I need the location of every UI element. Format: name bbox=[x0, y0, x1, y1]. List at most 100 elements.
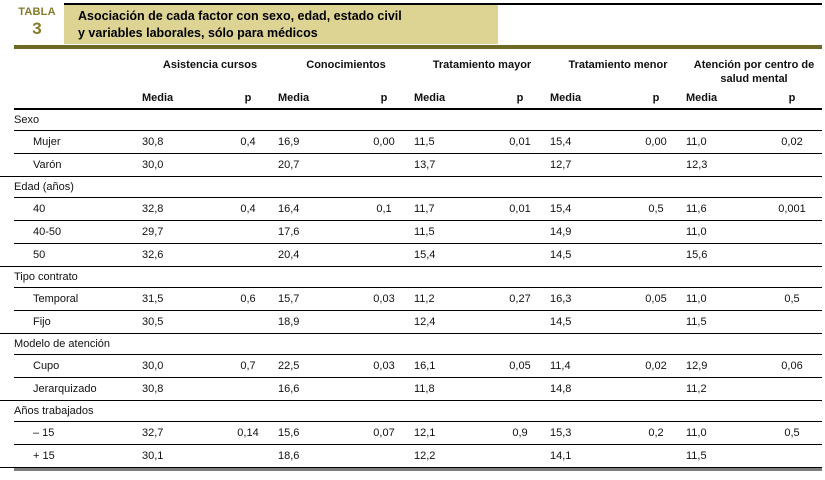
media-column-header: Media bbox=[278, 92, 310, 104]
table-title-line1: Asociación de cada factor con sexo, edad… bbox=[78, 9, 402, 24]
stats-table: Asistencia cursos Conocimientos Tratamient… bbox=[0, 50, 825, 468]
p-value-cell: 0,001 bbox=[778, 203, 806, 215]
media-value-cell: 12,2 bbox=[414, 450, 436, 462]
p-value-cell: 0,02 bbox=[645, 360, 667, 372]
media-value-cell: 11,6 bbox=[686, 203, 707, 215]
section-label-row: Tipo contrato bbox=[14, 267, 822, 288]
row-label: Mujer bbox=[33, 136, 61, 148]
p-column-header: p bbox=[652, 92, 660, 104]
p-value-cell: 0,7 bbox=[240, 360, 256, 372]
media-value-cell: 14,9 bbox=[550, 226, 572, 238]
row-label: Varón bbox=[33, 159, 62, 171]
media-value-cell: 12,9 bbox=[686, 360, 708, 372]
media-value-cell: 12,4 bbox=[414, 316, 436, 328]
table-row: + 15 30,1 18,6 12,2 14,1 11,5 bbox=[0, 445, 822, 468]
media-column-header: Media bbox=[550, 92, 582, 104]
media-value-cell: 20,7 bbox=[278, 159, 300, 171]
media-value-cell: 15,4 bbox=[550, 203, 572, 215]
media-value-cell: 29,7 bbox=[142, 226, 164, 238]
p-value-cell: 0,07 bbox=[373, 427, 395, 439]
table-header: TABLA 3 Asociación de cada factor con se… bbox=[0, 0, 825, 50]
table-row: Jerarquizado 30,8 16,6 11,8 14,8 11,2 bbox=[0, 378, 822, 401]
table-row: 40-50 29,7 17,6 11,5 14,9 11,0 bbox=[14, 221, 822, 244]
row-label: + 15 bbox=[33, 450, 55, 462]
media-value-cell: 11,5 bbox=[686, 316, 707, 328]
table-title-box: Asociación de cada factor con sexo, edad… bbox=[64, 5, 498, 44]
media-value-cell: 11,5 bbox=[414, 226, 435, 238]
media-value-cell: 15,3 bbox=[550, 427, 572, 439]
p-value-cell: 0,01 bbox=[509, 203, 531, 215]
p-column-header: p bbox=[380, 92, 388, 104]
table-row: 40 32,8 0,4 16,4 0,1 11,7 0,01 15,4 0,5 11,6 0,001 bbox=[14, 198, 822, 221]
p-value-cell: 0,14 bbox=[237, 427, 259, 439]
media-value-cell: 14,1 bbox=[550, 450, 572, 462]
column-group-header: Tratamiento mayor bbox=[432, 59, 532, 71]
media-value-cell: 13,7 bbox=[414, 159, 436, 171]
media-value-cell: 16,6 bbox=[278, 383, 300, 395]
p-value-cell: 0,05 bbox=[509, 360, 531, 372]
section-label-row: Años trabajados bbox=[14, 401, 822, 422]
media-value-cell: 15,7 bbox=[278, 293, 300, 305]
section-label: Sexo bbox=[14, 114, 40, 126]
media-value-cell: 11,2 bbox=[414, 293, 435, 305]
table-row: Cupo 30,0 0,7 22,5 0,03 16,1 0,05 11,4 0,02 12,9 0… bbox=[14, 355, 822, 378]
subheader-row: Media p Media p Media p Media p Media p bbox=[14, 86, 822, 110]
media-column-header: Media bbox=[142, 92, 174, 104]
p-column-header: p bbox=[244, 92, 252, 104]
media-value-cell: 11,4 bbox=[550, 360, 571, 372]
media-value-cell: 18,6 bbox=[278, 450, 300, 462]
section-label-row: Edad (años) bbox=[14, 177, 822, 198]
media-value-cell: 12,7 bbox=[550, 159, 572, 171]
media-value-cell: 14,8 bbox=[550, 383, 572, 395]
table-tag-word: TABLA bbox=[18, 6, 56, 18]
p-value-cell: 0,27 bbox=[509, 293, 531, 305]
media-value-cell: 16,9 bbox=[278, 136, 300, 148]
table-title-line2: y variables laborales, sólo para médicos bbox=[78, 25, 318, 40]
media-value-cell: 16,1 bbox=[414, 360, 436, 372]
header-accent-bar bbox=[14, 45, 822, 49]
table-row: Varón 30,0 20,7 13,7 12,7 12,3 bbox=[0, 154, 822, 177]
table-tag-number: 3 bbox=[32, 19, 42, 38]
media-value-cell: 11,0 bbox=[686, 136, 707, 148]
p-value-cell: 0,6 bbox=[240, 293, 256, 305]
p-value-cell: 0,05 bbox=[645, 293, 667, 305]
media-value-cell: 11,7 bbox=[414, 203, 435, 215]
media-value-cell: 30,5 bbox=[142, 316, 164, 328]
p-value-cell: 0,2 bbox=[648, 427, 664, 439]
media-value-cell: 11,5 bbox=[686, 450, 707, 462]
media-value-cell: 14,5 bbox=[550, 249, 572, 261]
media-value-cell: 32,6 bbox=[142, 249, 164, 261]
media-value-cell: 16,3 bbox=[550, 293, 572, 305]
media-value-cell: 30,1 bbox=[142, 450, 164, 462]
media-value-cell: 15,4 bbox=[414, 249, 436, 261]
p-value-cell: 0,02 bbox=[781, 136, 803, 148]
p-value-cell: 0,03 bbox=[373, 360, 395, 372]
media-value-cell: 32,7 bbox=[142, 427, 164, 439]
media-value-cell: 11,2 bbox=[686, 383, 707, 395]
column-group-header-row: Asistencia cursos Conocimientos Tratamient… bbox=[14, 50, 822, 86]
media-value-cell: 31,5 bbox=[142, 293, 164, 305]
media-value-cell: 32,8 bbox=[142, 203, 164, 215]
p-value-cell: 0,03 bbox=[373, 293, 395, 305]
media-value-cell: 12,1 bbox=[414, 427, 436, 439]
top-rule bbox=[64, 3, 822, 5]
media-value-cell: 30,0 bbox=[142, 360, 164, 372]
table-row: Mujer 30,8 0,4 16,9 0,00 11,5 0,01 15,4 0,00 11,0… bbox=[14, 131, 822, 154]
media-value-cell: 11,0 bbox=[686, 226, 707, 238]
row-label: Jerarquizado bbox=[33, 383, 97, 395]
table-row: Fijo 30,5 18,9 12,4 14,5 11,5 bbox=[0, 311, 822, 334]
p-value-cell: 0,4 bbox=[240, 136, 256, 148]
media-value-cell: 11,0 bbox=[686, 427, 707, 439]
media-value-cell: 16,4 bbox=[278, 203, 300, 215]
section-label: Edad (años) bbox=[14, 181, 74, 193]
p-value-cell: 0,5 bbox=[648, 203, 664, 215]
table-row: 50 32,6 20,4 15,4 14,5 15,6 bbox=[0, 244, 822, 267]
p-value-cell: 0,5 bbox=[784, 427, 800, 439]
p-value-cell: 0,4 bbox=[240, 203, 256, 215]
p-value-cell: 0,00 bbox=[373, 136, 395, 148]
media-value-cell: 11,5 bbox=[414, 136, 435, 148]
column-group-header: Conocimientos bbox=[306, 59, 386, 71]
row-label: 40 bbox=[33, 203, 46, 215]
media-value-cell: 30,0 bbox=[142, 159, 164, 171]
